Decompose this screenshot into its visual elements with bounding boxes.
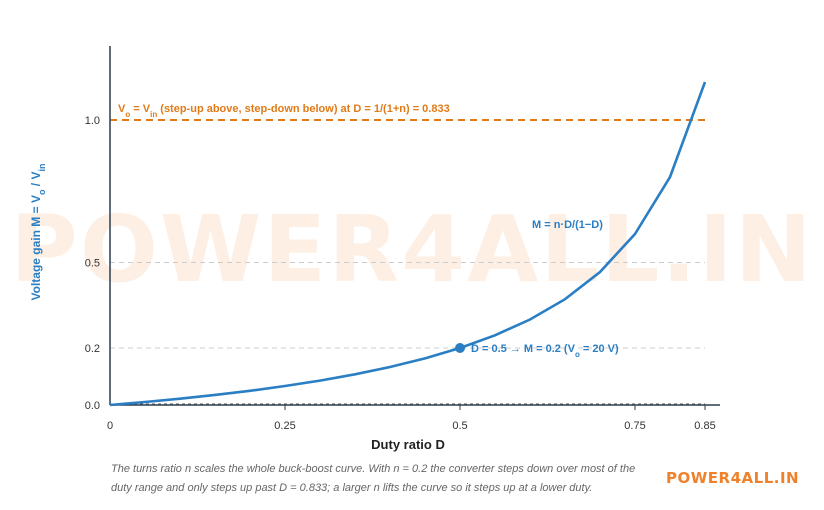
highlight-point-label: D = 0.5 → M = 0.2 (Vo = 20 V) — [471, 343, 619, 359]
figure-caption: The turns ratio n scales the whole buck-… — [111, 463, 636, 494]
chart-plot: Vo = Vin (step-up above, step-down below… — [29, 46, 720, 452]
x-tick-label: 0.85 — [694, 420, 715, 432]
brand-logo-text: POWER4ALL.IN — [666, 469, 800, 487]
y-tick-label: 0.2 — [85, 343, 100, 355]
x-axis-title: Duty ratio D — [371, 437, 445, 452]
y-tick-label: 0.0 — [85, 400, 100, 412]
y-tick-label: 0.5 — [85, 258, 100, 270]
x-tick-label: 0 — [107, 420, 113, 432]
grid-layer — [110, 262, 705, 349]
highlight-point — [455, 343, 465, 353]
x-tick-label: 0.75 — [624, 420, 645, 432]
tick-layer: 0.0 0.2 0.5 1.0 0 0.25 0.5 0.75 0.85 — [85, 115, 716, 432]
curve-label: M = n·D/(1−D) — [532, 219, 603, 231]
x-tick-label: 0.5 — [452, 420, 467, 432]
x-tick-label: 0.25 — [274, 420, 295, 432]
y-tick-label: 1.0 — [85, 115, 100, 127]
y-axis-title: Voltage gain M = Vo / Vin — [29, 164, 47, 301]
reference-layer: Vo = Vin (step-up above, step-down below… — [110, 103, 705, 121]
threshold-label: Vo = Vin (step-up above, step-down below… — [118, 103, 450, 119]
axes — [109, 46, 720, 406]
gain-curve — [109, 81, 707, 407]
watermark-text: POWER4ALL.IN — [10, 196, 814, 303]
